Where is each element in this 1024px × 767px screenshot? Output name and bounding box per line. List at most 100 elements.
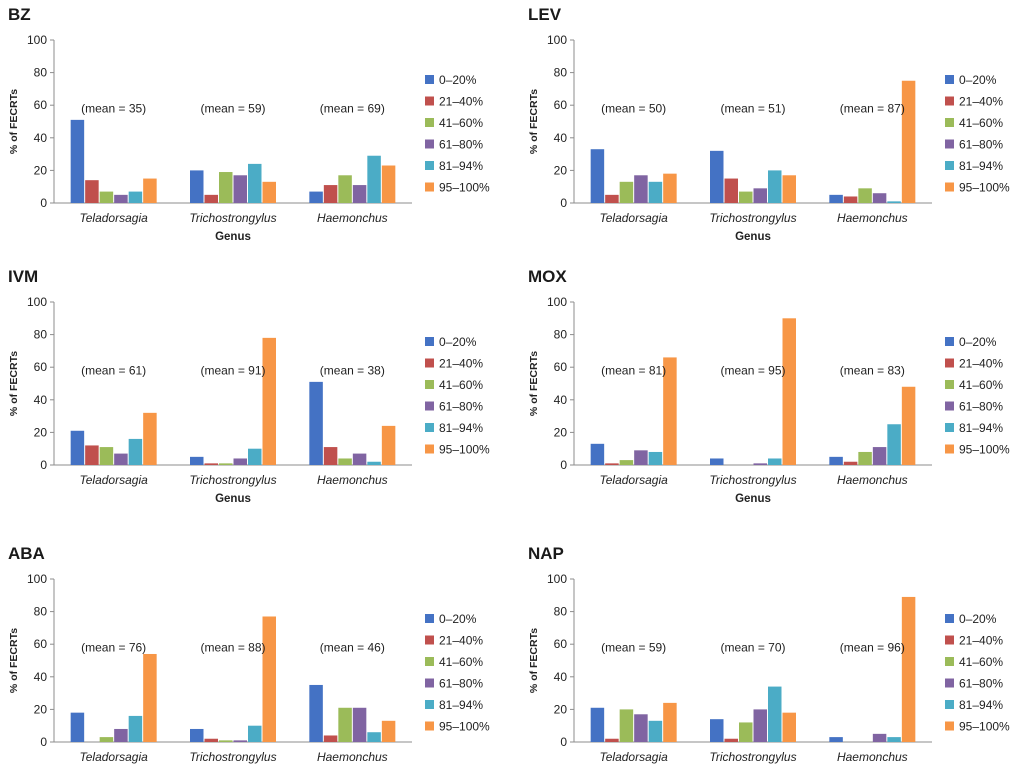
y-tick-label: 20 — [554, 702, 568, 716]
bar-lev-trichostrongylus-3 — [739, 191, 753, 203]
y-tick-label: 100 — [27, 572, 47, 586]
y-tick-label: 80 — [554, 605, 568, 619]
legend-swatch — [425, 337, 434, 346]
category-label: Haemonchus — [837, 473, 908, 487]
bar-nap-teladorsagia-5 — [648, 720, 663, 742]
bar-ivm-teladorsagia-6 — [143, 412, 157, 465]
bar-mox-haemonchus-4 — [872, 447, 887, 465]
bar-lev-trichostrongylus-1 — [710, 150, 724, 203]
category-label: Trichostrongylus — [709, 211, 796, 225]
bar-aba-teladorsagia-6 — [143, 653, 157, 742]
bar-nap-trichostrongylus-2 — [724, 738, 738, 742]
legend-swatch — [425, 182, 434, 192]
bar-bz-teladorsagia-4 — [114, 194, 128, 203]
panel-title-aba: ABA — [8, 544, 45, 563]
legend: 0–20% 21–40% 41–60% 61–80% 81–94% 95–100% — [945, 73, 1010, 195]
bar-ivm-haemonchus-2 — [323, 447, 338, 465]
bar-ivm-haemonchus-5 — [367, 461, 381, 465]
bar-lev-haemonchus-1 — [829, 194, 843, 203]
y-tick-label: 20 — [554, 163, 568, 177]
mean-annotation: (mean = 70) — [720, 640, 785, 654]
legend: 0–20% 21–40% 41–60% 61–80% 81–94% 95–100% — [425, 335, 490, 457]
panel-title-mox: MOX — [528, 267, 567, 286]
mean-annotation: (mean = 35) — [81, 101, 146, 115]
category-label: Trichostrongylus — [189, 750, 276, 764]
legend-label: 95–100% — [959, 443, 1010, 457]
category-label: Haemonchus — [317, 211, 388, 225]
bar-mox-haemonchus-6 — [901, 386, 916, 465]
bar-mox-teladorsagia-1 — [590, 443, 605, 465]
mean-annotation: (mean = 69) — [320, 101, 385, 115]
bar-ivm-teladorsagia-2 — [85, 445, 99, 465]
mean-annotation: (mean = 91) — [200, 363, 265, 377]
bar-lev-haemonchus-5 — [887, 201, 901, 203]
mean-annotation: (mean = 61) — [81, 363, 146, 377]
y-axis-label: % of FECRTs — [528, 628, 540, 693]
legend-label: 95–100% — [959, 181, 1010, 195]
mean-annotation: (mean = 88) — [200, 640, 265, 654]
category-label: Trichostrongylus — [189, 211, 276, 225]
bar-ivm-teladorsagia-1 — [70, 430, 85, 465]
y-tick-label: 100 — [27, 295, 47, 309]
legend-swatch — [425, 635, 434, 645]
x-axis-label: Genus — [735, 231, 771, 243]
bar-nap-haemonchus-4 — [872, 733, 887, 742]
y-tick-label: 100 — [547, 295, 567, 309]
mean-annotation: (mean = 46) — [320, 640, 385, 654]
bar-mox-haemonchus-5 — [887, 424, 901, 465]
legend-swatch — [425, 614, 434, 623]
bar-aba-haemonchus-3 — [338, 707, 352, 742]
legend: 0–20% 21–40% 41–60% 61–80% 81–94% 95–100% — [945, 612, 1010, 734]
mean-annotation: (mean = 87) — [840, 101, 905, 115]
bar-bz-haemonchus-6 — [381, 165, 396, 203]
bar-ivm-teladorsagia-4 — [114, 453, 128, 465]
legend-label: 21–40% — [439, 95, 483, 109]
panel-title-nap: NAP — [528, 544, 564, 563]
bar-nap-haemonchus-1 — [829, 737, 843, 742]
y-tick-label: 100 — [547, 33, 567, 47]
y-tick-label: 20 — [34, 425, 48, 439]
y-tick-label: 0 — [560, 458, 567, 472]
bar-bz-haemonchus-1 — [309, 191, 323, 203]
category-label: Teladorsagia — [80, 211, 149, 225]
category-label: Trichostrongylus — [189, 473, 276, 487]
legend-swatch — [425, 444, 434, 454]
legend-swatch — [425, 700, 434, 709]
bar-nap-teladorsagia-2 — [605, 738, 619, 742]
bar-nap-trichostrongylus-4 — [753, 709, 767, 742]
category-label: Trichostrongylus — [709, 473, 796, 487]
legend-label: 21–40% — [439, 357, 483, 371]
y-tick-label: 60 — [34, 360, 48, 374]
legend-swatch — [945, 182, 954, 192]
bar-bz-teladorsagia-3 — [99, 191, 114, 203]
mean-annotation: (mean = 59) — [200, 101, 265, 115]
legend-label: 61–80% — [439, 138, 483, 152]
bar-lev-trichostrongylus-6 — [782, 175, 796, 203]
legend-label: 41–60% — [959, 116, 1003, 130]
y-tick-label: 80 — [554, 66, 568, 80]
y-tick-label: 100 — [547, 572, 567, 586]
panel-title-ivm: IVM — [8, 267, 38, 286]
category-label: Teladorsagia — [600, 750, 669, 764]
bar-aba-haemonchus-5 — [367, 732, 381, 742]
bar-aba-trichostrongylus-2 — [204, 738, 218, 742]
bar-nap-trichostrongylus-6 — [782, 712, 796, 742]
bar-aba-teladorsagia-1 — [70, 712, 85, 742]
mean-annotation: (mean = 76) — [81, 640, 146, 654]
bar-aba-trichostrongylus-6 — [262, 616, 276, 742]
y-axis-label: % of FECRTs — [8, 351, 20, 416]
bar-mox-teladorsagia-2 — [605, 463, 619, 465]
y-tick-label: 20 — [34, 702, 48, 716]
legend-swatch — [425, 380, 434, 389]
bar-lev-teladorsagia-5 — [648, 181, 663, 203]
mean-annotation: (mean = 59) — [601, 640, 666, 654]
bar-bz-trichostrongylus-5 — [248, 163, 262, 203]
bar-mox-haemonchus-3 — [858, 451, 872, 465]
bar-nap-trichostrongylus-3 — [739, 722, 753, 742]
legend-label: 81–94% — [959, 421, 1003, 435]
mean-annotation: (mean = 96) — [840, 640, 905, 654]
category-label: Haemonchus — [837, 750, 908, 764]
bar-ivm-haemonchus-1 — [309, 381, 323, 465]
legend-label: 41–60% — [959, 378, 1003, 392]
